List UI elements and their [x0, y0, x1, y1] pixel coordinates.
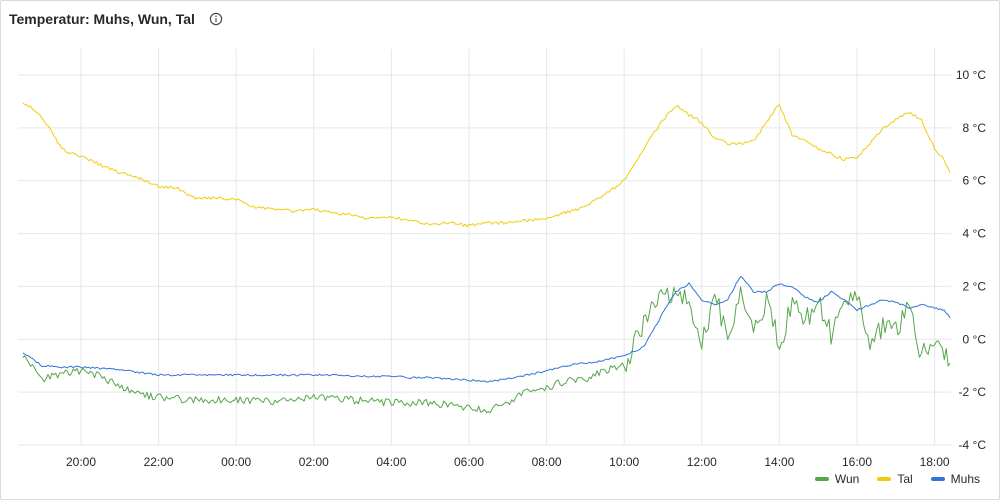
legend-item-tal[interactable]: Tal	[877, 472, 913, 486]
x-tick-label: 12:00	[687, 455, 717, 469]
legend-swatch	[930, 477, 945, 481]
y-tick-label: 4 °C	[963, 227, 987, 241]
x-tick-label: 00:00	[221, 455, 251, 469]
y-tick-label: -2 °C	[959, 385, 987, 399]
x-tick-label: 14:00	[764, 455, 794, 469]
y-tick-label: 0 °C	[963, 332, 987, 346]
series-line-tal	[22, 102, 951, 228]
x-tick-label: 22:00	[144, 455, 174, 469]
legend-swatch	[814, 477, 829, 481]
y-tick-label: 8 °C	[963, 121, 987, 135]
legend-item-wun[interactable]: Wun	[814, 472, 860, 486]
x-tick-label: 02:00	[299, 455, 329, 469]
legend-label: Muhs	[950, 472, 980, 486]
info-circle-icon[interactable]	[209, 12, 223, 26]
y-tick-label: 10 °C	[956, 68, 986, 82]
y-tick-label: -4 °C	[959, 438, 987, 452]
panel-title: Temperatur: Muhs, Wun, Tal	[9, 11, 195, 27]
chart-legend: Wun Tal Muhs	[814, 472, 980, 486]
x-tick-label: 10:00	[609, 455, 639, 469]
legend-swatch	[877, 477, 892, 481]
x-tick-label: 04:00	[376, 455, 406, 469]
x-tick-label: 08:00	[532, 455, 562, 469]
series-line-wun	[22, 286, 951, 414]
panel-header: Temperatur: Muhs, Wun, Tal	[9, 9, 223, 29]
y-tick-label: 2 °C	[963, 279, 987, 293]
x-tick-label: 18:00	[920, 455, 950, 469]
x-tick-label: 20:00	[66, 455, 96, 469]
x-tick-label: 06:00	[454, 455, 484, 469]
y-tick-label: 6 °C	[963, 174, 987, 188]
series-line-muhs	[22, 276, 951, 383]
legend-label: Wun	[834, 472, 860, 486]
legend-item-muhs[interactable]: Muhs	[930, 472, 980, 486]
x-tick-label: 16:00	[842, 455, 872, 469]
legend-label: Tal	[897, 472, 913, 486]
